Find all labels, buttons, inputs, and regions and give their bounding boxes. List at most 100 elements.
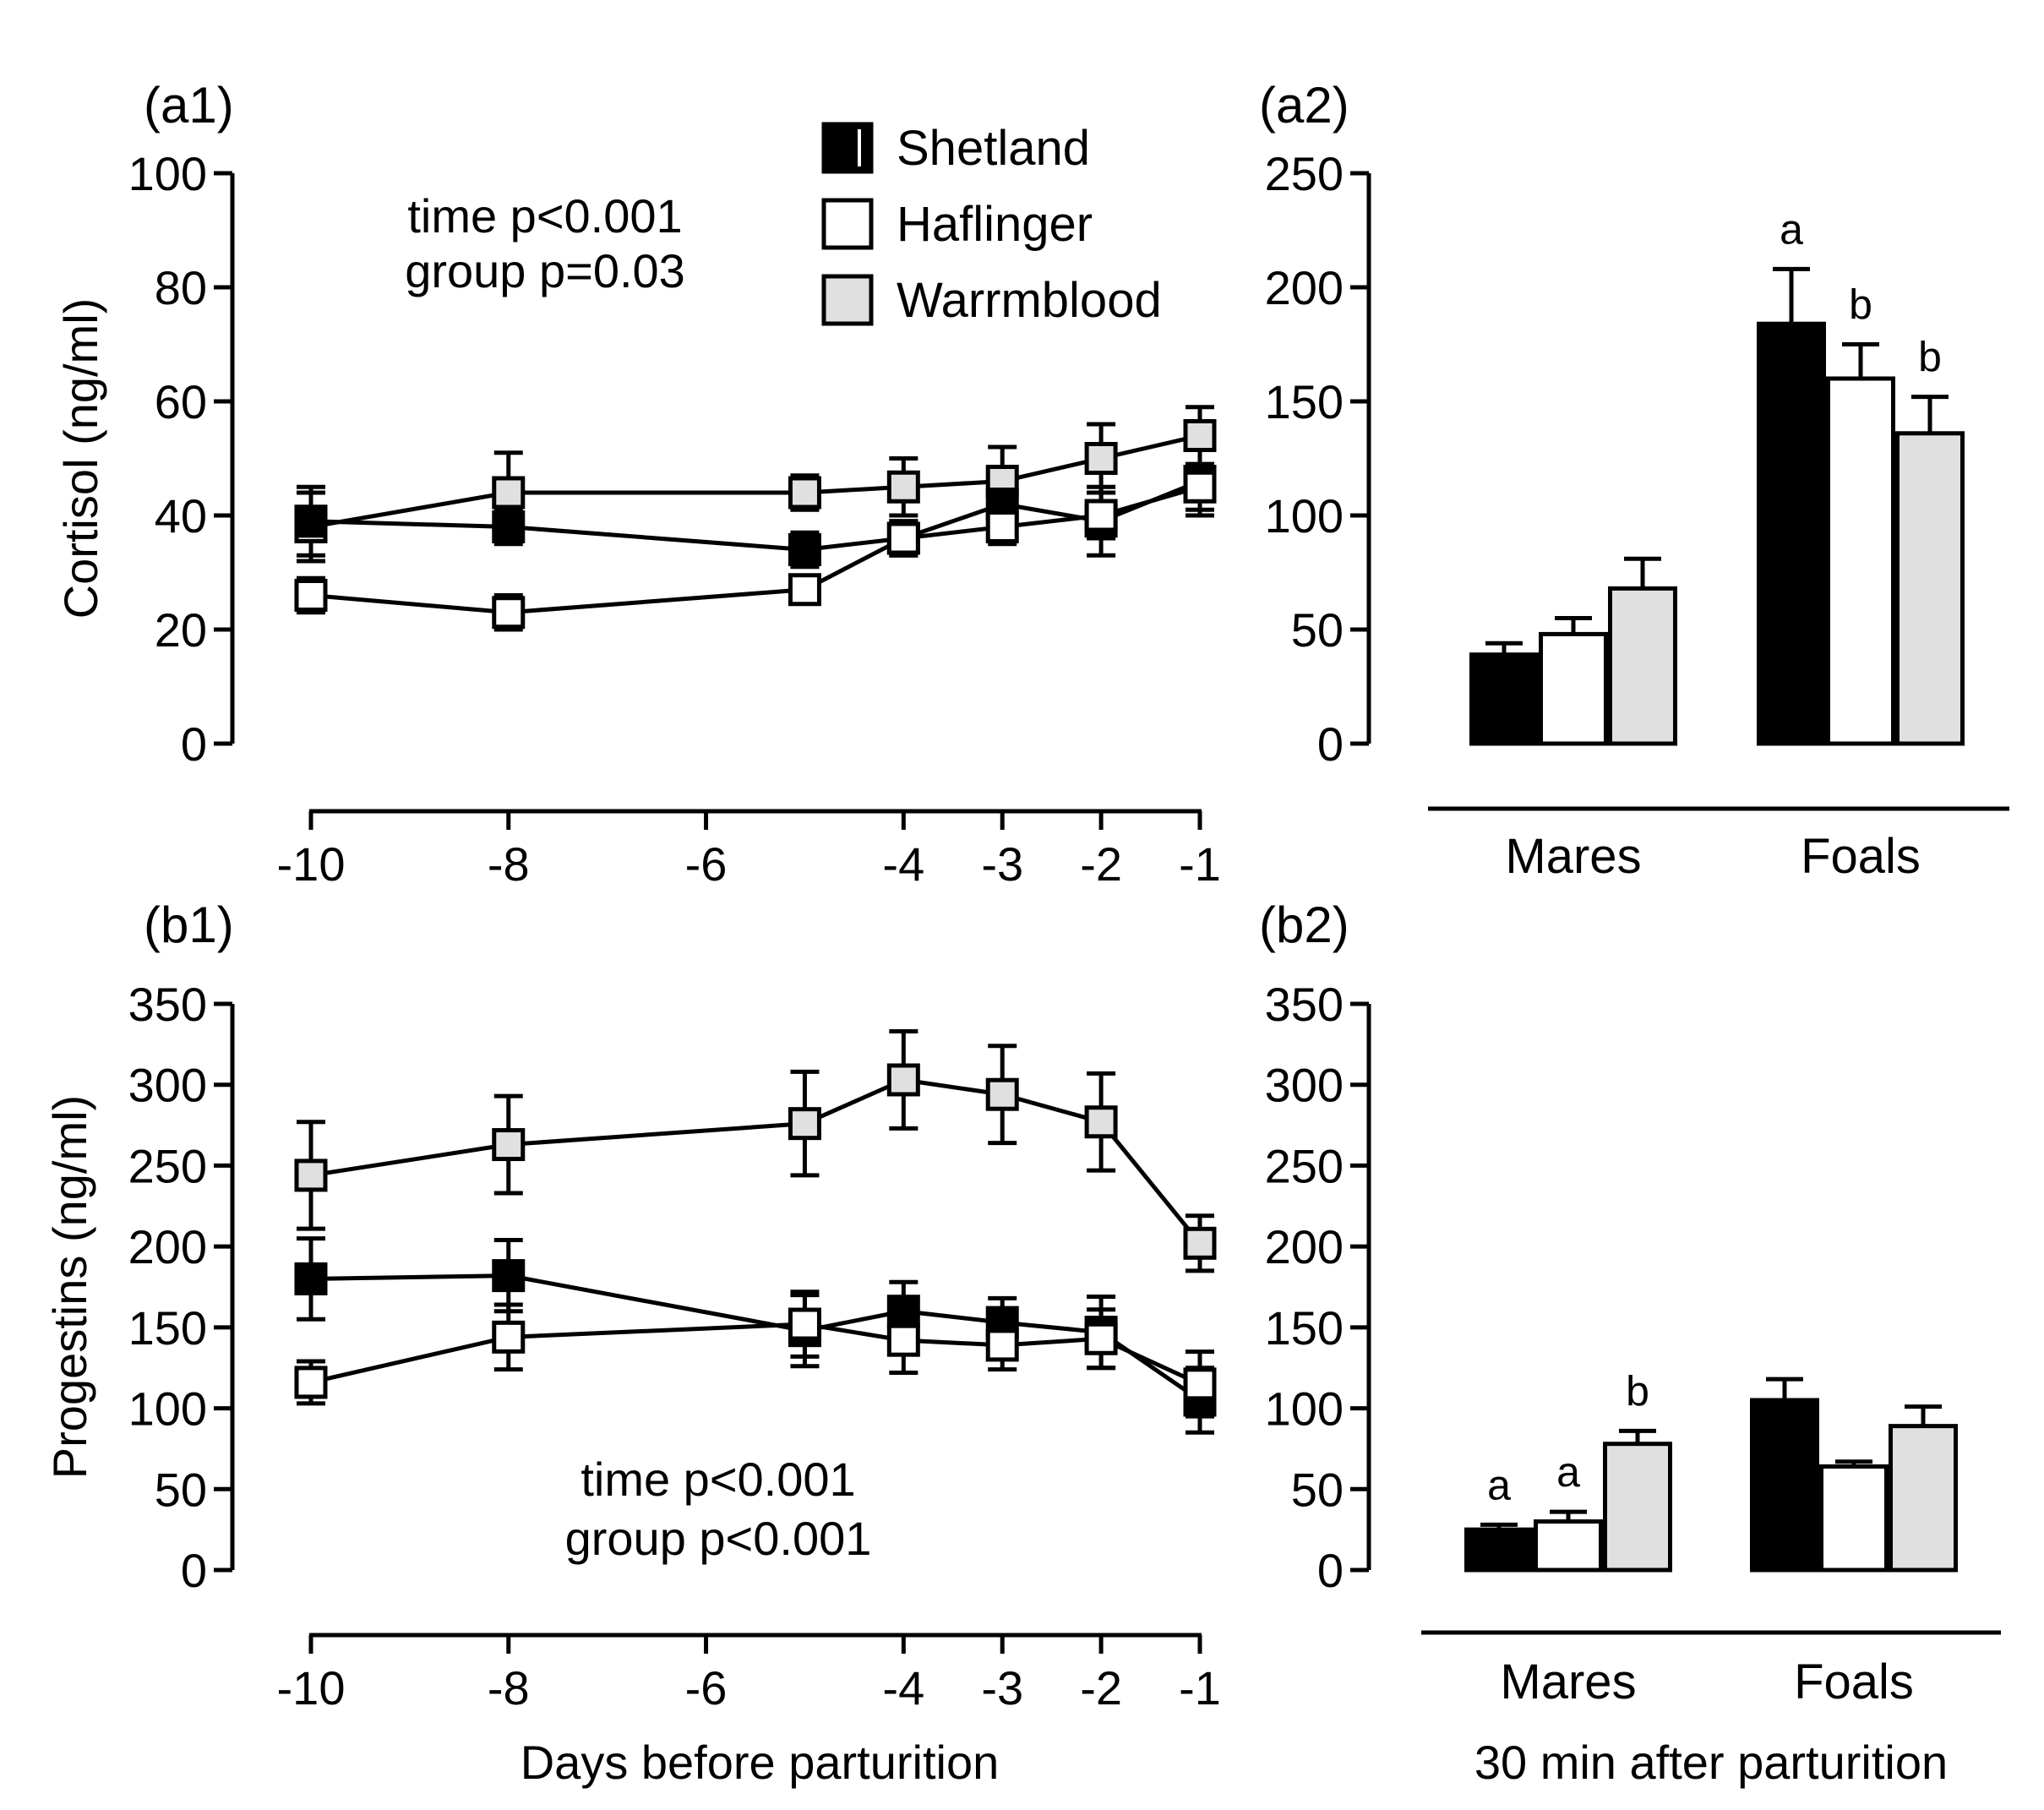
a2-significance-letter: a [1780,205,1803,253]
b1-line-warrmblood [310,1077,1202,1245]
legend-swatch-warrmblood [821,274,874,326]
b1-y-tick-label: 350 [128,978,207,1031]
b2-y-tick-label: 0 [1317,1544,1344,1597]
b1-x-tick-label: -1 [1179,1661,1221,1715]
b1-x-label: Days before parturition [521,1736,1000,1789]
b2-significance-letter: a [1487,1461,1511,1508]
b2-y-tick-label: 300 [1265,1059,1344,1112]
b1-x-tick-label: -2 [1080,1661,1122,1715]
b2-significance-letter: b [1626,1367,1649,1415]
b1-y-tick-label: 0 [181,1544,207,1597]
b1-marker-haflinger [886,1323,920,1357]
a1-marker-warrmblood [1183,419,1217,452]
a1-marker-haflinger [1084,499,1118,532]
b2-category-label: Foals [1794,1655,1914,1709]
a1-stats-annotation: time p<0.001 [407,189,682,243]
a1-x-tick-label: -6 [685,837,728,891]
a2-y-tick-label: 200 [1265,261,1344,314]
a2-y-tick-label: 50 [1291,603,1344,657]
b1-x-tick-label: -6 [685,1661,728,1715]
a1-marker-shetland [294,504,328,538]
b2-bar-shetland-mares [1464,1527,1534,1573]
b1-y-tick-label: 250 [128,1139,207,1192]
a2-y-tick-label: 100 [1265,489,1344,542]
a2-bar-shetland-foals [1757,321,1826,746]
b1-stats-annotation: time p<0.001 [580,1453,855,1506]
legend-swatch-haflinger [821,198,874,250]
legend-swatch-shetland [821,122,874,174]
b1-marker-haflinger [1183,1367,1217,1401]
b1-y-label: Progestins (ng/ml) [43,1095,96,1479]
b1-marker-haflinger [492,1320,526,1354]
b1-marker-shetland [886,1295,920,1328]
a1-y-tick-label: 80 [155,261,207,314]
b1-marker-warrmblood [886,1063,920,1097]
a1-x-tick-label: -1 [1179,837,1221,891]
a1-marker-haflinger [788,573,821,607]
b2-y-tick-label: 350 [1265,978,1344,1031]
b2-y-tick-label: 250 [1265,1139,1344,1192]
b1-marker-warrmblood [1183,1226,1217,1260]
b1-marker-warrmblood [1084,1105,1118,1139]
a1-marker-warrmblood [886,470,920,504]
legend-label-shetland: Shetland [897,121,1090,176]
a2-bar-haflinger-foals [1826,376,1895,746]
b1-y-tick-label: 150 [128,1301,207,1355]
a1-marker-haflinger [294,579,328,612]
a2-y-tick-label: 250 [1265,147,1344,200]
legend-label-haflinger: Haflinger [897,197,1093,252]
b1-marker-haflinger [1084,1322,1118,1355]
b2-category-label: Mares [1500,1655,1636,1709]
a1-marker-shetland [492,510,526,543]
b2-y-tick-label: 50 [1291,1463,1344,1516]
b1-line-shetland [310,1273,1202,1403]
b1-x-tick-label: -4 [882,1661,924,1715]
a1-panel-label: (a1) [144,77,234,134]
a1-y-tick-label: 60 [155,375,207,428]
legend-label-warrmblood: Warrmblood [897,273,1162,328]
a1-marker-shetland [788,533,821,566]
a1-stats-annotation: group p=0.03 [405,244,685,297]
a1-y-tick-label: 0 [181,717,207,771]
b1-marker-haflinger [788,1307,821,1341]
b2-y-tick-label: 100 [1265,1382,1344,1436]
a1-marker-haflinger [985,510,1019,543]
b1-marker-warrmblood [788,1107,821,1141]
a2-bar-warrmblood-mares [1608,586,1677,746]
a1-x-tick-label: -10 [277,837,346,891]
b2-y-tick-label: 150 [1265,1301,1344,1355]
b1-marker-shetland [294,1262,328,1295]
a1-y-tick-label: 100 [128,147,207,200]
b2-bar-haflinger-mares [1534,1519,1603,1573]
b2-x-label: 30 min after parturition [1474,1736,1948,1789]
a1-marker-warrmblood [492,476,526,510]
b1-line-haflinger [310,1322,1202,1387]
b1-x-tick-label: -8 [488,1661,530,1715]
b1-stats-annotation: group p<0.001 [565,1512,872,1565]
b2-y-tick-label: 200 [1265,1220,1344,1273]
a1-y-tick-label: 20 [155,603,207,657]
a1-y-label: Cortisol (ng/ml) [54,298,107,619]
a2-bar-haflinger-mares [1539,631,1608,746]
a2-significance-letter: b [1849,281,1872,329]
b1-y-tick-label: 200 [128,1220,207,1273]
b1-marker-warrmblood [294,1159,328,1192]
b1-marker-warrmblood [492,1128,526,1162]
a1-x-tick-label: -8 [488,837,530,891]
a1-marker-warrmblood [788,476,821,510]
b1-y-tick-label: 50 [155,1463,207,1516]
a2-y-tick-label: 0 [1317,717,1344,771]
b2-bar-shetland-foals [1750,1398,1819,1573]
b1-marker-haflinger [294,1366,328,1399]
b2-significance-letter: a [1556,1448,1580,1496]
b1-marker-haflinger [985,1328,1019,1362]
b2-bar-warrmblood-foals [1889,1424,1958,1573]
b1-x-tick-label: -3 [981,1661,1023,1715]
a2-panel-label: (a2) [1259,77,1349,134]
a2-y-tick-label: 150 [1265,375,1344,428]
b2-bar-haflinger-foals [1819,1464,1889,1573]
b1-marker-shetland [492,1259,526,1293]
b1-y-tick-label: 300 [128,1059,207,1112]
b2-bar-warrmblood-mares [1603,1442,1672,1573]
